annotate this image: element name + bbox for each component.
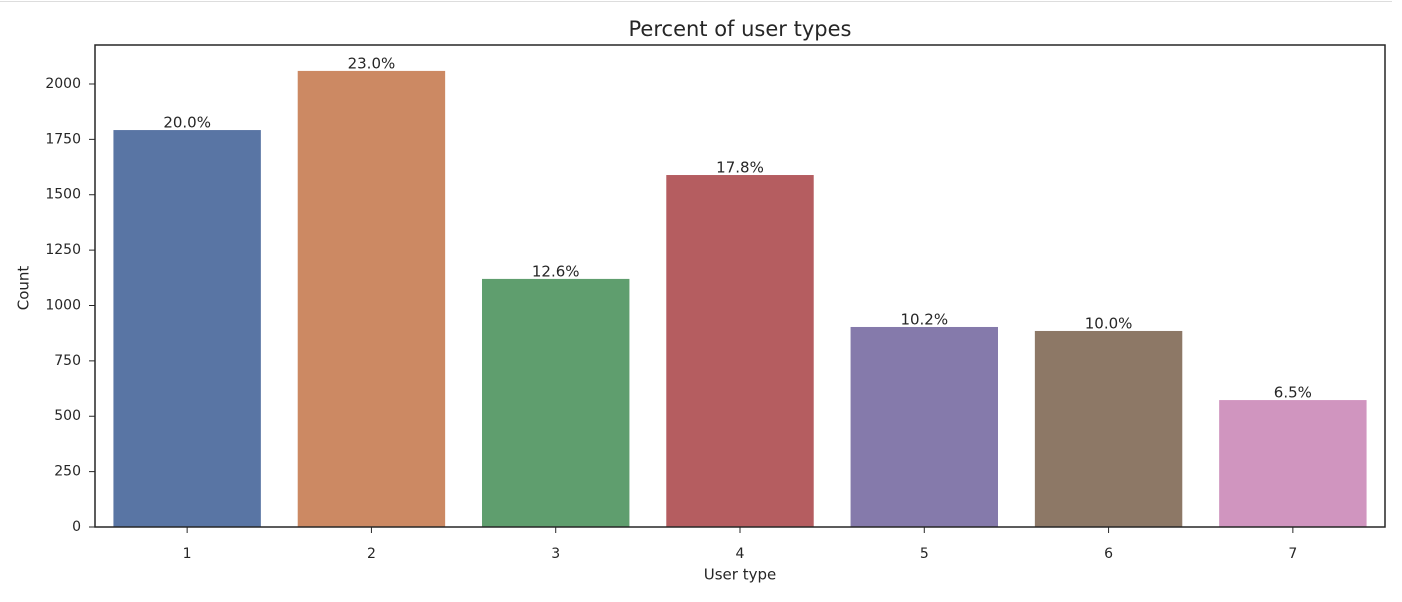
y-tick-label: 500 xyxy=(54,408,81,424)
data-label: 10.2% xyxy=(900,310,948,328)
y-tick-label: 1250 xyxy=(45,242,81,258)
y-tick-label: 1500 xyxy=(45,187,81,203)
data-label: 10.0% xyxy=(1085,314,1133,332)
data-label: 20.0% xyxy=(163,114,211,132)
bar xyxy=(297,70,446,528)
x-tick-label: 4 xyxy=(736,546,745,562)
bar xyxy=(666,175,814,527)
x-tick-label: 2 xyxy=(367,546,376,562)
y-tick-label: 1750 xyxy=(45,131,81,147)
x-tick-label: 7 xyxy=(1288,546,1297,562)
data-label: 23.0% xyxy=(348,54,396,72)
y-tick-label: 2000 xyxy=(45,76,81,92)
bar xyxy=(1219,400,1367,527)
bar xyxy=(482,278,630,527)
y-tick-label: 1000 xyxy=(45,297,81,313)
y-axis-label: Count xyxy=(15,266,33,311)
x-axis-label: User type xyxy=(704,566,776,584)
chart-title: Percent of user types xyxy=(629,17,852,41)
plot-frame xyxy=(94,44,1386,528)
x-tick-label: 5 xyxy=(920,546,929,562)
y-tick-label: 750 xyxy=(54,353,81,369)
x-tick-label: 3 xyxy=(551,546,560,562)
y-tick-label: 0 xyxy=(72,519,81,535)
data-label: 12.6% xyxy=(532,262,580,280)
data-label: 17.8% xyxy=(716,159,764,177)
bar xyxy=(850,326,998,527)
y-tick-label: 250 xyxy=(54,464,81,480)
data-label: 6.5% xyxy=(1274,384,1312,402)
bar xyxy=(1034,330,1183,527)
x-tick-label: 6 xyxy=(1104,546,1113,562)
bar xyxy=(113,130,261,527)
x-tick-label: 1 xyxy=(183,546,192,562)
